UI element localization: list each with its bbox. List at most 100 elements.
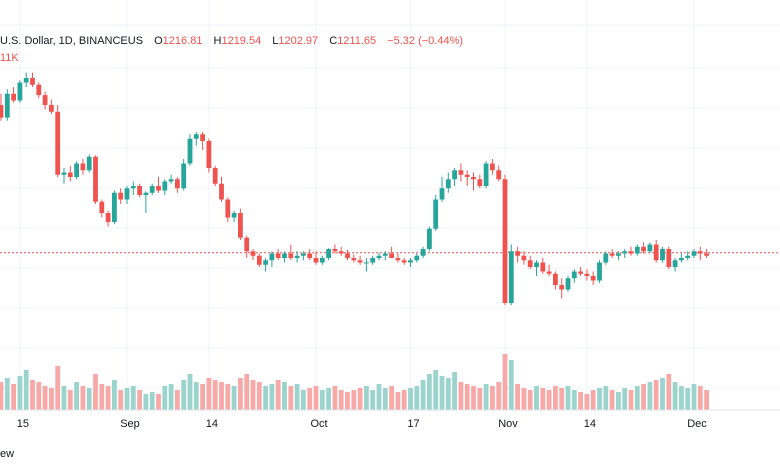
footer-text: ew: [0, 448, 14, 460]
volume-bar: [521, 388, 527, 410]
close-label: C: [329, 35, 337, 47]
volume-bar: [697, 386, 703, 410]
x-tick-label: Oct: [310, 418, 327, 430]
candle-body: [490, 163, 495, 171]
candle-body: [30, 78, 35, 85]
candle-body: [143, 192, 149, 195]
candle-body: [61, 172, 67, 175]
candle: [0, 93, 4, 121]
candle-body: [565, 278, 571, 290]
candle: [515, 246, 520, 263]
candle: [477, 174, 483, 189]
candle-body: [244, 237, 250, 252]
volume-bar: [483, 384, 489, 410]
candle-body: [294, 255, 300, 258]
candle: [137, 183, 142, 198]
candle-body: [156, 186, 161, 191]
candle: [364, 258, 369, 272]
candle: [168, 174, 174, 184]
candle-body: [653, 244, 659, 261]
candle-body: [307, 253, 313, 258]
candle: [124, 186, 130, 204]
candle-body: [193, 134, 199, 139]
candle: [634, 244, 640, 256]
volume-bar: [17, 376, 23, 410]
candle: [86, 154, 92, 173]
candle: [256, 253, 262, 267]
volume-bar: [666, 374, 672, 410]
candle: [162, 179, 168, 195]
candle: [603, 251, 609, 265]
candle: [175, 177, 180, 193]
candle-body: [395, 258, 401, 261]
candle-body: [212, 168, 218, 184]
candle: [67, 165, 73, 182]
candle-body: [219, 183, 224, 200]
volume-bar: [458, 382, 464, 410]
volume-bar: [338, 390, 344, 410]
candle-body: [80, 163, 86, 171]
candle: [389, 246, 394, 258]
volume-bar: [275, 380, 281, 410]
volume-bar: [99, 384, 105, 410]
candle-body: [408, 260, 413, 263]
candle-body: [200, 134, 205, 141]
candle-body: [370, 258, 376, 263]
volume-bar: [597, 388, 602, 410]
volume-bar: [181, 380, 187, 410]
x-tick-label: 14: [206, 418, 218, 430]
candle-body: [571, 271, 577, 279]
candle-body: [175, 179, 180, 189]
candle: [672, 258, 678, 272]
candle: [49, 99, 54, 114]
volume-bar: [219, 382, 224, 410]
volume-bar: [149, 392, 155, 410]
candle-body: [137, 186, 142, 195]
volume-bar: [685, 388, 691, 410]
volume-bar: [206, 378, 212, 410]
volume-bar: [200, 384, 205, 410]
volume-bar: [691, 384, 697, 410]
x-axis-ticks: 15Sep14Oct17Nov14Dec1: [17, 418, 708, 430]
volume-bar: [168, 384, 174, 410]
candle: [313, 251, 319, 265]
candle-body: [93, 156, 98, 202]
candle: [263, 258, 268, 272]
x-tick-label: 15: [17, 418, 29, 430]
volume-bar: [212, 380, 218, 410]
candle: [414, 253, 420, 263]
candle: [17, 80, 23, 103]
candle-body: [603, 253, 609, 263]
volume-bar: [0, 382, 4, 410]
volume-bar: [477, 388, 483, 410]
candle: [282, 251, 287, 263]
candle-body: [74, 163, 79, 177]
symbol-label: U.S. Dollar, 1D, BINANCEUS: [0, 35, 143, 47]
volume-bar: [515, 384, 520, 410]
candle-body: [508, 251, 514, 303]
candle: [382, 251, 388, 261]
candle-body: [641, 246, 646, 252]
candle: [521, 251, 527, 265]
candle-body: [105, 213, 111, 222]
volume-bar: [616, 392, 621, 410]
volume-bar: [534, 386, 539, 410]
volume-bar: [527, 390, 533, 410]
candle-body: [540, 262, 546, 272]
candle: [439, 177, 445, 202]
x-tick-label: Nov: [498, 418, 518, 430]
candle-body: [351, 258, 357, 261]
candle-body: [647, 244, 653, 252]
volume-bar: [124, 388, 130, 410]
candle: [4, 89, 10, 121]
volume-bar: [433, 370, 439, 410]
candle: [401, 258, 407, 265]
candle: [559, 278, 565, 299]
candle-body: [584, 273, 590, 276]
candle: [112, 190, 117, 225]
candle: [74, 161, 79, 180]
candle-body: [464, 174, 470, 177]
candle-body: [433, 199, 439, 229]
volume-label: 11K: [0, 52, 19, 64]
candle: [616, 251, 621, 261]
